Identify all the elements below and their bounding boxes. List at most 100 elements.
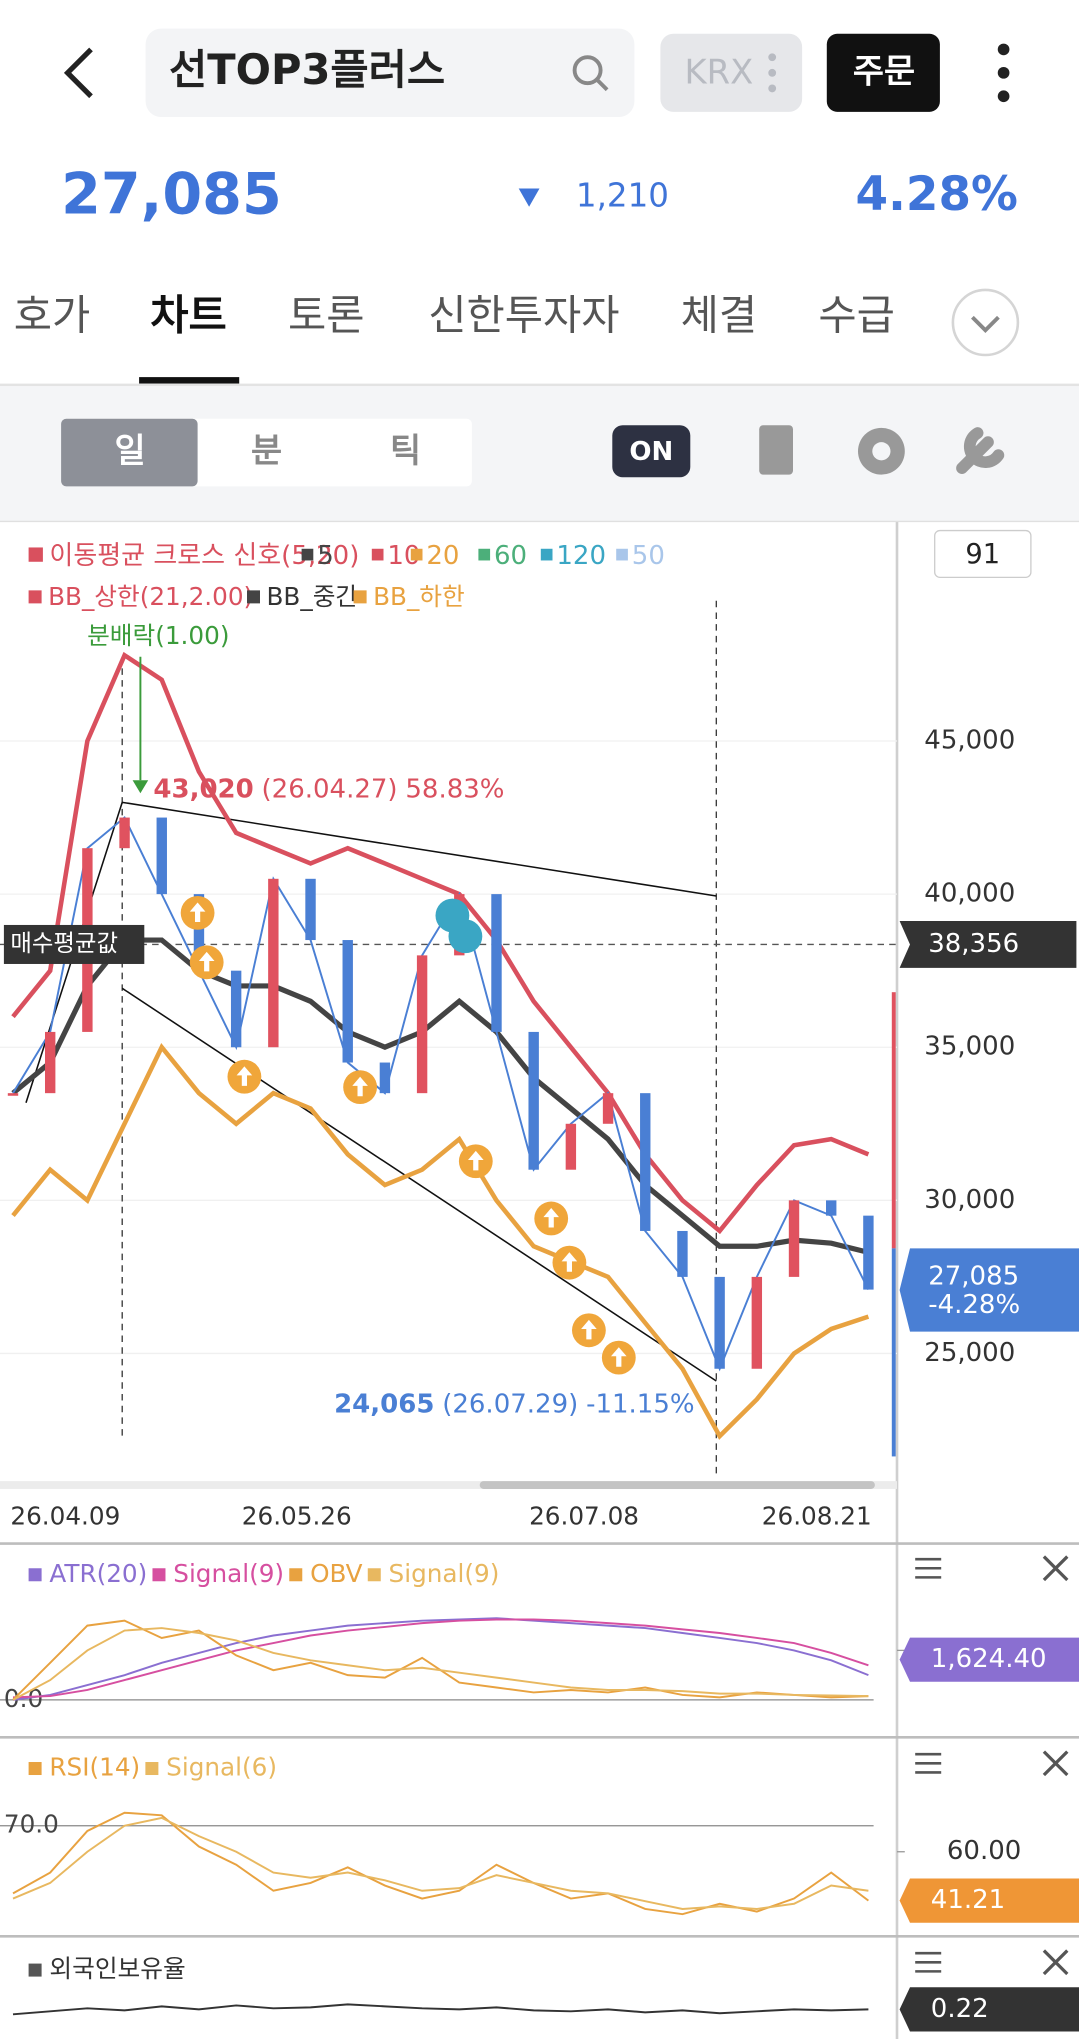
legend-label: 120	[556, 541, 606, 571]
back-button[interactable]	[63, 47, 93, 99]
tab[interactable]: 토론	[288, 291, 365, 340]
panel-menu-icon[interactable]	[915, 1951, 942, 1973]
low-date: (26.07.29)	[442, 1389, 578, 1419]
candle	[788, 1200, 800, 1277]
legend-label: 20	[426, 541, 459, 571]
toggle-label: ON	[629, 437, 673, 467]
panel-menu-icon[interactable]	[915, 1752, 942, 1774]
period-option[interactable]: 분	[251, 431, 282, 470]
candle	[751, 1276, 763, 1369]
search-icon[interactable]	[572, 55, 603, 86]
candle	[416, 955, 428, 1094]
x-axis-label: 26.05.26	[242, 1502, 352, 1531]
legend-label: Signal(6)	[166, 1753, 277, 1782]
panel-menu-icon[interactable]	[915, 1557, 942, 1579]
candle	[491, 894, 502, 1032]
legend-swatch	[353, 590, 367, 604]
event-label: 분배락(1.00)	[87, 621, 229, 650]
candle	[156, 817, 167, 895]
order-label: 주문	[853, 51, 915, 90]
trend-line	[25, 801, 717, 1382]
legend-swatch	[301, 548, 314, 561]
legend-label: BB_상한(21,2.00)	[48, 582, 253, 611]
rotate-icon[interactable]	[759, 425, 793, 475]
zoom-value: 91	[965, 539, 1000, 570]
order-button[interactable]	[826, 33, 940, 112]
more-menu[interactable]	[997, 43, 1010, 103]
tab[interactable]: 신한투자자	[428, 291, 619, 340]
high-date: (26.04.27)	[262, 774, 398, 804]
signal-arrow	[543, 1208, 559, 1228]
y-tick-label: 45,000	[924, 726, 1015, 756]
x-axis-label: 26.07.08	[529, 1502, 639, 1531]
last-value-label: 1,624.40	[931, 1644, 1047, 1674]
tool-icon[interactable]	[956, 427, 1005, 474]
exchange-button[interactable]	[660, 33, 803, 112]
current-price: 27,085	[61, 161, 282, 227]
panel-close-icon[interactable]	[1042, 1555, 1069, 1582]
candle	[565, 1123, 577, 1170]
active-tab-indicator	[139, 377, 240, 384]
panel-close-icon[interactable]	[1042, 1949, 1069, 1976]
candle	[305, 878, 316, 941]
signal-arrow	[352, 1076, 368, 1097]
last-value-box	[899, 1987, 1079, 2032]
last-value-box	[899, 1878, 1079, 1923]
exchange-label: KRX	[684, 53, 753, 92]
low-annotation: 24,065 (26.07.29) -11.15%	[334, 1389, 695, 1419]
candle	[379, 1062, 391, 1094]
tab[interactable]: 차트	[150, 291, 227, 340]
high-rate: 58.83%	[405, 774, 504, 804]
tab[interactable]: 수급	[818, 291, 895, 340]
candle	[193, 894, 205, 971]
search-box[interactable]	[145, 28, 635, 118]
price-change: 1,210	[576, 177, 669, 215]
range-bar	[891, 1248, 896, 1457]
last-value-label: 0.22	[931, 1994, 989, 2024]
tabs-expand[interactable]	[951, 288, 1020, 357]
x-axis-label: 26.04.09	[10, 1502, 120, 1531]
candle	[7, 1093, 19, 1096]
legend-swatch	[367, 1568, 381, 1582]
legend-label: OBV	[310, 1559, 363, 1588]
candle	[826, 1200, 837, 1216]
candle	[44, 1031, 56, 1094]
scrollbar[interactable]	[479, 1481, 875, 1489]
zoom-box[interactable]	[934, 529, 1032, 579]
avg-label-box	[3, 924, 145, 964]
tab[interactable]: 체결	[681, 291, 758, 340]
legend-swatch	[145, 1762, 159, 1776]
indicator-line	[12, 1618, 869, 1699]
legend-label: 50	[632, 541, 665, 571]
event-arrowhead	[132, 780, 149, 794]
signal-arrow	[581, 1319, 597, 1340]
legend-label: Signal(9)	[389, 1559, 500, 1588]
candle	[677, 1230, 688, 1277]
high-annotation: 43,020 (26.04.27) 58.83%	[153, 774, 504, 804]
legend-swatch	[152, 1568, 166, 1582]
legend-label: BB_중간	[267, 582, 359, 611]
candle	[528, 1031, 539, 1170]
toggle-button[interactable]	[612, 425, 691, 478]
legend-swatch	[540, 548, 553, 561]
indicator-line	[12, 1811, 869, 1916]
avg-price-label: 38,356	[928, 929, 1019, 959]
signal-arrow	[468, 1150, 484, 1171]
legend-swatch	[28, 590, 42, 604]
signal-arrow	[236, 1066, 253, 1086]
low-price: 24,065	[334, 1389, 434, 1419]
signal-arrow	[561, 1252, 578, 1272]
y-tick-label: 35,000	[924, 1032, 1015, 1062]
y-tick-label: 70.0	[4, 1810, 59, 1839]
y-tick-label: 25,000	[924, 1338, 1015, 1368]
panel-close-icon[interactable]	[1042, 1750, 1069, 1777]
period-option[interactable]: 일	[114, 431, 145, 470]
y-tick-label: 30,000	[924, 1185, 1015, 1215]
sell-signal	[448, 919, 483, 954]
legend-swatch	[247, 590, 260, 604]
tab[interactable]: 호가	[14, 291, 91, 340]
candle	[268, 878, 279, 1048]
period-option[interactable]: 틱	[390, 431, 421, 470]
candle	[714, 1276, 725, 1369]
